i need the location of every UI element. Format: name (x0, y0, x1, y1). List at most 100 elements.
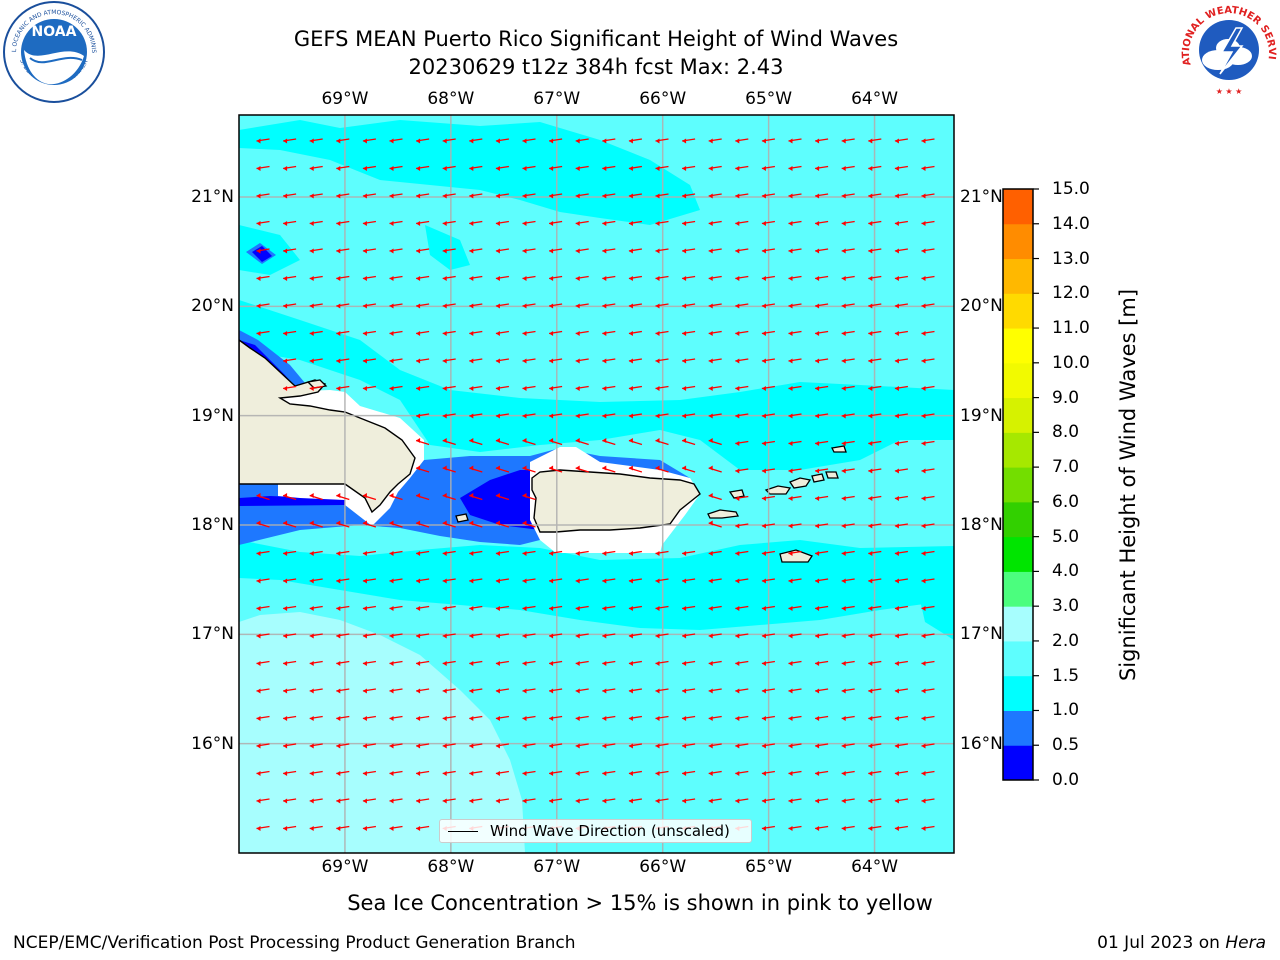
wave-direction-arrow (416, 770, 430, 776)
wave-direction-arrow (362, 165, 376, 171)
wave-direction-arrow (442, 688, 456, 694)
wave-direction-arrow (416, 165, 430, 171)
wave-direction-arrow (495, 743, 509, 749)
wave-direction-arrow (921, 495, 935, 501)
colorbar-segment (1003, 571, 1033, 607)
wave-direction-arrow (788, 660, 802, 666)
wave-direction-arrow (522, 770, 536, 776)
wave-direction-arrow (788, 193, 802, 199)
wave-direction-arrow (868, 413, 882, 419)
wave-direction-arrow (628, 275, 642, 281)
wave-direction-arrow (283, 715, 297, 721)
wave-direction-arrow (389, 275, 403, 281)
wave-direction-arrow (894, 358, 908, 364)
wave-direction-arrow (761, 770, 775, 776)
wave-direction-arrow (628, 138, 642, 144)
wave-direction-arrow (788, 413, 802, 419)
wave-direction-arrow (602, 275, 616, 281)
wave-direction-arrow (256, 520, 270, 528)
wave-direction-arrow (469, 165, 483, 171)
wave-direction-arrow (309, 493, 323, 501)
map-frame (238, 114, 955, 854)
wave-direction-arrow (336, 330, 350, 336)
wave-direction-arrow (336, 743, 350, 749)
wave-direction-arrow (469, 220, 483, 226)
wave-zone-0-0-0-5 (239, 246, 540, 530)
wave-direction-arrow (655, 358, 669, 364)
wave-direction-arrow (815, 303, 829, 309)
wave-direction-arrow (761, 358, 775, 364)
wave-direction-arrow (256, 660, 270, 666)
wave-direction-arrow (708, 330, 722, 336)
colorbar-tick-label: 9.0 (1052, 387, 1080, 408)
wave-direction-arrow (894, 605, 908, 611)
wave-direction-arrow (655, 438, 669, 446)
wave-direction-arrow (256, 798, 270, 804)
wave-direction-arrow (815, 220, 829, 226)
wave-direction-arrow (735, 468, 749, 474)
wave-direction-arrow (362, 605, 376, 611)
map-legend: Wind Wave Direction (unscaled) (439, 819, 752, 843)
wave-direction-arrow (788, 385, 802, 391)
wave-direction-arrow (788, 798, 802, 804)
wave-direction-arrow (894, 495, 908, 501)
colorbar-label: Significant Height of Wind Waves [m] (1116, 288, 1140, 682)
wave-direction-arrow (389, 330, 403, 336)
wave-direction-arrow (442, 465, 456, 473)
wave-direction-arrow (761, 440, 775, 446)
wave-direction-arrow (841, 275, 855, 281)
wave-direction-arrow (469, 438, 483, 446)
wave-direction-arrow (602, 303, 616, 309)
wave-direction-arrow (868, 220, 882, 226)
wave-direction-arrow (549, 743, 563, 749)
wave-direction-arrow (682, 578, 696, 584)
wave-direction-arrow (921, 248, 935, 254)
wave-direction-arrow (495, 248, 509, 254)
wave-direction-arrow (628, 605, 642, 611)
wave-direction-arrow (894, 330, 908, 336)
wave-direction-arrow (575, 413, 589, 419)
wave-direction-arrow (283, 550, 297, 556)
wave-direction-arrow (921, 523, 935, 529)
wave-direction-arrow (815, 358, 829, 364)
wave-direction-arrow (708, 493, 722, 501)
wave-direction-arrow (655, 550, 669, 556)
wave-direction-arrow (815, 193, 829, 199)
wave-zone-1-0-1-5 (239, 120, 954, 640)
wave-direction-arrow (868, 605, 882, 611)
wave-direction-arrow (495, 715, 509, 721)
wave-direction-arrow (788, 440, 802, 446)
wave-direction-arrow (841, 743, 855, 749)
wave-direction-arrow (389, 385, 403, 391)
wave-direction-arrow (708, 688, 722, 694)
wave-direction-arrow (628, 798, 642, 804)
wave-direction-arrow (602, 688, 616, 694)
wave-direction-arrow (655, 688, 669, 694)
wave-direction-arrow (575, 605, 589, 611)
wave-direction-arrow (389, 715, 403, 721)
wave-direction-arrow (894, 193, 908, 199)
wave-direction-arrow (815, 468, 829, 474)
wave-direction-arrow (655, 248, 669, 254)
wave-direction-arrow (761, 825, 775, 831)
wave-direction-arrow (682, 138, 696, 144)
lat-tick-label-right: 20°N (960, 296, 1003, 317)
wave-direction-arrow (628, 633, 642, 639)
wave-direction-arrow (628, 330, 642, 336)
wave-direction-arrow (761, 495, 775, 501)
wave-direction-arrow (868, 358, 882, 364)
wave-direction-arrow (708, 605, 722, 611)
wave-direction-arrow (389, 165, 403, 171)
wave-direction-arrow (682, 633, 696, 639)
wave-direction-arrow (575, 715, 589, 721)
wave-direction-arrow (841, 138, 855, 144)
wave-direction-arrow (841, 550, 855, 556)
wave-direction-arrow (336, 275, 350, 281)
wave-direction-arrow (522, 493, 536, 501)
wave-direction-arrow (708, 438, 722, 446)
wave-direction-arrow (735, 165, 749, 171)
wave-direction-arrow (655, 798, 669, 804)
wave-direction-arrow (309, 633, 323, 639)
lon-tick-label-bottom: 69°W (321, 857, 369, 877)
wave-direction-arrow (415, 520, 430, 528)
